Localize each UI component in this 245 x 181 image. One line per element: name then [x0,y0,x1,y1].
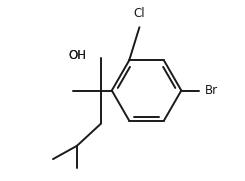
Text: OH: OH [68,49,86,62]
Text: OH: OH [68,49,86,62]
Text: Cl: Cl [134,7,145,20]
Text: Br: Br [205,84,219,97]
